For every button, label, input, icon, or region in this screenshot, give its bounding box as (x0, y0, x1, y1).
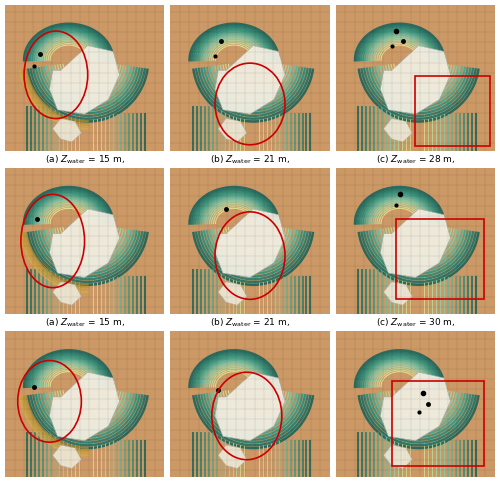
Polygon shape (50, 372, 119, 441)
Text: (b) $Z_{\mathrm{water}}$ = 21 m,
Case 2: (b) $Z_{\mathrm{water}}$ = 21 m, Case 2 (210, 317, 290, 340)
Bar (396, 219, 484, 299)
Polygon shape (384, 445, 412, 469)
Polygon shape (5, 5, 164, 150)
Text: (c) $Z_{\mathrm{water}}$ = 30 m,
Case 2: (c) $Z_{\mathrm{water}}$ = 30 m, Case 2 (376, 317, 455, 340)
Text: (b) $Z_{\mathrm{water}}$ = 21 m,
Case 1: (b) $Z_{\mathrm{water}}$ = 21 m, Case 1 (210, 154, 290, 177)
Bar (392, 381, 484, 466)
Text: (a) $Z_{\mathrm{water}}$ = 15 m,
Case 1: (a) $Z_{\mathrm{water}}$ = 15 m, Case 1 (44, 154, 124, 177)
Polygon shape (380, 209, 450, 278)
Polygon shape (52, 282, 82, 305)
Text: (c) $Z_{\mathrm{water}}$ = 30 m,
Case 3: (c) $Z_{\mathrm{water}}$ = 30 m, Case 3 (376, 480, 455, 482)
Polygon shape (384, 282, 412, 305)
Text: (c) $Z_{\mathrm{water}}$ = 28 m,
Case 1: (c) $Z_{\mathrm{water}}$ = 28 m, Case 1 (376, 154, 455, 177)
Text: (a) $Z_{\mathrm{water}}$ = 15 m,
Case 2: (a) $Z_{\mathrm{water}}$ = 15 m, Case 2 (44, 317, 124, 340)
Polygon shape (170, 332, 330, 477)
Polygon shape (50, 46, 119, 114)
Polygon shape (218, 282, 247, 305)
Polygon shape (336, 5, 495, 150)
Polygon shape (218, 445, 247, 469)
Text: (b) $Z_{\mathrm{water}}$ = 21 m,
Case 3: (b) $Z_{\mathrm{water}}$ = 21 m, Case 3 (210, 480, 290, 482)
Polygon shape (336, 332, 495, 477)
Polygon shape (384, 119, 412, 142)
Polygon shape (52, 445, 82, 469)
Polygon shape (52, 119, 82, 142)
Polygon shape (380, 46, 450, 114)
Polygon shape (5, 332, 164, 477)
Polygon shape (170, 5, 330, 150)
Polygon shape (336, 168, 495, 314)
Polygon shape (5, 168, 164, 314)
Polygon shape (50, 209, 119, 278)
Polygon shape (215, 46, 285, 114)
Bar (416, 76, 490, 146)
Polygon shape (215, 372, 285, 441)
Polygon shape (380, 372, 450, 441)
Text: (a) $Z_{\mathrm{water}}$ = 15 m,
Case 3: (a) $Z_{\mathrm{water}}$ = 15 m, Case 3 (44, 480, 124, 482)
Polygon shape (215, 209, 285, 278)
Polygon shape (170, 168, 330, 314)
Polygon shape (218, 119, 247, 142)
